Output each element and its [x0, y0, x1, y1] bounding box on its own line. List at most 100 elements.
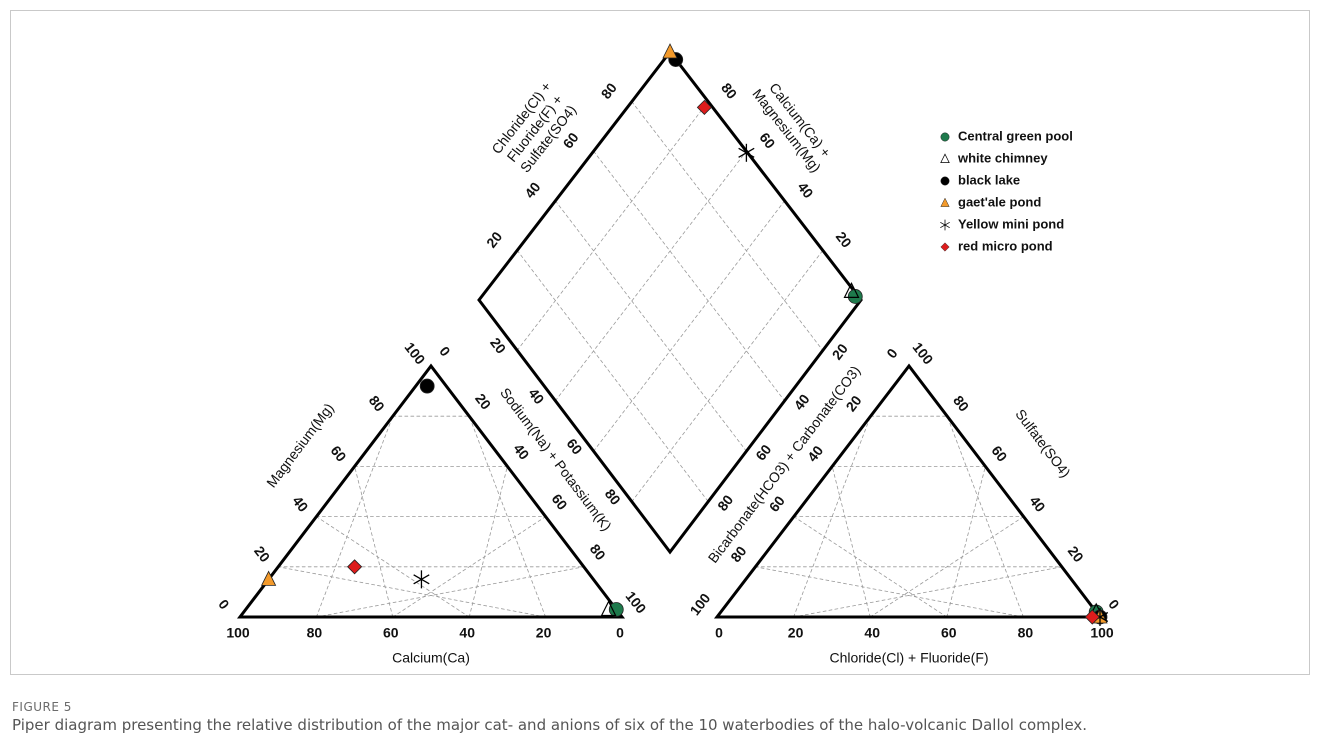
- cation-grid-b-4: [468, 415, 546, 618]
- anion-bottom-tick-100: 100: [1090, 625, 1114, 641]
- legend-label-gaet-ale-pond: gaet'ale pond: [958, 194, 1041, 209]
- figure-label: FIGURE 5: [12, 700, 72, 714]
- cation-right-tick-0: 0: [436, 343, 454, 359]
- diamond-point-yellow-mini-pond: [738, 143, 755, 162]
- cation-right-tick-100: 100: [623, 588, 650, 616]
- diamond-upper-right-axis-label: Calcium(Ca) +Magnesium(Mg): [749, 75, 837, 175]
- anion-bottom-tick-40: 40: [864, 625, 880, 641]
- diamond-grid-a-1: [516, 249, 709, 503]
- legend-item-central-green-pool: Central green pool: [940, 128, 1073, 143]
- anion-bottom-tick-20: 20: [788, 625, 804, 641]
- anion-point-red-micro-pond: [1084, 609, 1100, 625]
- legend-label-black-lake: black lake: [958, 172, 1020, 187]
- anion-left-axis-label: Bicarbonate(HCO3) + Carbonate(CO3): [705, 363, 864, 566]
- cation-bottom-tick-0: 0: [616, 625, 624, 641]
- anion-bottom-tick-80: 80: [1018, 625, 1034, 641]
- diamond-upper-left-tick-80: 80: [598, 80, 620, 102]
- legend: Central green pool white chimney black lak…: [940, 128, 1073, 253]
- cation-grid-a-4: [277, 566, 546, 618]
- anion-right-tick-80: 80: [950, 392, 972, 414]
- anion-right-axis-label: Sulfate(SO4): [1012, 406, 1073, 480]
- cation-grid-b-2: [392, 516, 546, 618]
- cation-right-axis-label: Sodium(Na) + Potassium(K): [497, 385, 615, 534]
- anion-right-tick-20: 20: [1065, 543, 1087, 565]
- cation-right-tick-40: 40: [510, 441, 532, 463]
- cation-right-tick-60: 60: [549, 491, 571, 513]
- cation-point-white-chimney: [600, 600, 617, 617]
- legend-item-black-lake: black lake: [940, 172, 1020, 187]
- cation-left-axis-label: Magnesium(Mg): [263, 400, 337, 490]
- cation-bottom-tick-100: 100: [226, 625, 250, 641]
- diamond-point-central-green-pool: [847, 289, 863, 304]
- legend-label-red-micro-pond: red micro pond: [958, 238, 1053, 253]
- anion-right-tick-40: 40: [1027, 493, 1049, 515]
- cation-point-yellow-mini-pond: [413, 570, 430, 589]
- cation-grid-b-1: [315, 566, 585, 618]
- legend-marker-central-green-pool: [940, 132, 950, 142]
- data-points-layer: [260, 43, 1109, 626]
- piper-diagram: 100 80 60 40 20 0 0 20 40 60 80 100 0 20 40 60 80 100 0 20 4…: [215, 43, 1123, 666]
- cation-point-black-lake: [419, 378, 435, 394]
- cation-left-tick-0: 0: [215, 596, 233, 612]
- cation-triangle-frame: [236, 363, 626, 619]
- anion-right-tick-60: 60: [988, 443, 1010, 465]
- diamond-upper-right-tick-40: 40: [795, 179, 817, 201]
- legend-label-yellow-mini-pond: Yellow mini pond: [958, 216, 1064, 231]
- diamond-point-white-chimney: [843, 282, 860, 298]
- diamond-grid-a-3: [593, 150, 785, 402]
- diamond-lower-right-tick-60: 60: [752, 441, 774, 463]
- anion-bottom-axis-label: Chloride(Cl) + Fluoride(F): [829, 650, 988, 666]
- legend-marker-white-chimney: [940, 153, 950, 163]
- diamond-lower-right-tick-20: 20: [829, 340, 851, 362]
- anion-grid-a-2: [831, 465, 871, 618]
- anion-right-tick-100: 100: [910, 339, 937, 367]
- legend-marker-yellow-mini-pond: [940, 219, 950, 231]
- figure-caption: Piper diagram presenting the relative di…: [12, 716, 1088, 734]
- anion-grid-a-3: [793, 516, 948, 618]
- diamond-point-gaet-ale-pond: [662, 43, 678, 59]
- cation-grid-a-2: [354, 465, 394, 618]
- legend-item-red-micro-pond: red micro pond: [940, 238, 1053, 253]
- grid-layer: [277, 101, 1063, 618]
- anion-grid-b-3: [946, 465, 986, 618]
- legend-marker-red-micro-pond: [940, 242, 950, 252]
- legend-item-white-chimney: white chimney: [940, 150, 1048, 165]
- figure-frame: [10, 10, 1310, 675]
- cation-point-central-green-pool: [608, 602, 624, 617]
- anion-grid-b-1: [793, 566, 1063, 618]
- diamond-grid-a-2: [555, 200, 747, 452]
- anion-left-tick-0: 0: [883, 345, 901, 361]
- anion-grid-a-1: [793, 415, 871, 618]
- cation-bottom-tick-20: 20: [536, 625, 552, 641]
- diamond-grid-b-2: [593, 200, 785, 452]
- cation-point-red-micro-pond: [347, 559, 363, 575]
- diamond-lower-right-tick-80: 80: [714, 492, 736, 514]
- legend-label-central-green-pool: Central green pool: [958, 128, 1073, 143]
- anion-grid-b-4: [946, 415, 1024, 618]
- anion-grid-a-4: [755, 566, 1024, 618]
- cation-left-tick-80: 80: [366, 392, 388, 414]
- legend-item-gaet-ale-pond: gaet'ale pond: [940, 194, 1041, 209]
- diamond-upper-right-tick-20: 20: [833, 229, 855, 251]
- diamond-point-red-micro-pond: [696, 99, 712, 115]
- cation-left-tick-100: 100: [402, 339, 429, 367]
- anion-left-tick-100: 100: [686, 590, 713, 618]
- anion-triangle-frame: [713, 363, 1104, 619]
- cation-left-tick-20: 20: [251, 543, 273, 565]
- legend-item-yellow-mini-pond: Yellow mini pond: [940, 216, 1064, 231]
- cation-grid-b-3: [468, 465, 508, 618]
- diamond-grid-b-1: [631, 249, 824, 503]
- diamond-grid-b-4: [516, 101, 709, 351]
- diamond-upper-right-tick-60: 60: [756, 129, 778, 151]
- cation-point-gaet-ale-pond: [260, 570, 277, 586]
- cation-bottom-tick-60: 60: [383, 625, 399, 641]
- cation-bottom-tick-40: 40: [459, 625, 475, 641]
- diamond-grid-b-3: [555, 150, 747, 402]
- cation-grid-a-1: [315, 415, 394, 618]
- cation-right-tick-20: 20: [472, 390, 494, 412]
- cation-left-tick-40: 40: [289, 493, 311, 515]
- anion-grid-b-2: [869, 516, 1024, 618]
- legend-label-white-chimney: white chimney: [957, 150, 1048, 165]
- legend-marker-gaet-ale-pond: [940, 197, 950, 207]
- diamond-upper-left-axis-label: Chloride(Cl) +Fluoride(F) +Sulfate(SO4): [488, 79, 581, 178]
